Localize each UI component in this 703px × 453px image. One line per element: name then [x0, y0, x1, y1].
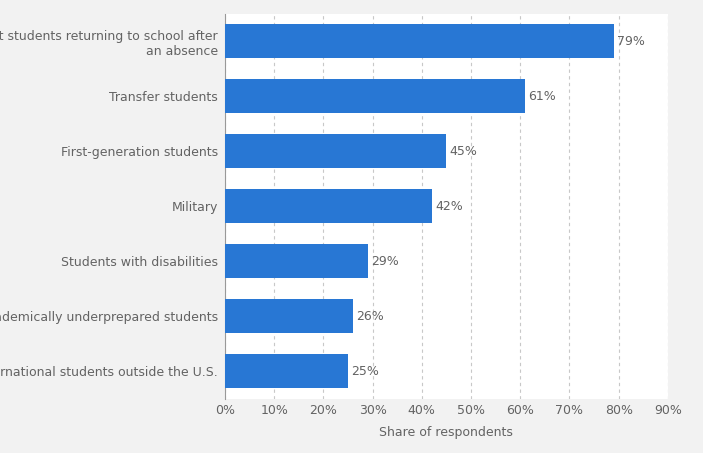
Bar [225, 189, 432, 223]
Text: 79%: 79% [617, 34, 645, 48]
Text: 26%: 26% [356, 310, 384, 323]
Bar [225, 244, 368, 278]
Text: 42%: 42% [435, 200, 463, 212]
Bar [225, 299, 353, 333]
Bar [225, 24, 614, 58]
Text: 29%: 29% [371, 255, 399, 268]
Bar [225, 134, 446, 168]
X-axis label: Share of respondents: Share of respondents [380, 425, 513, 439]
Text: 25%: 25% [352, 365, 380, 378]
Text: 45%: 45% [450, 145, 478, 158]
Text: 61%: 61% [529, 90, 556, 102]
Bar [225, 79, 525, 113]
Bar [225, 354, 348, 388]
